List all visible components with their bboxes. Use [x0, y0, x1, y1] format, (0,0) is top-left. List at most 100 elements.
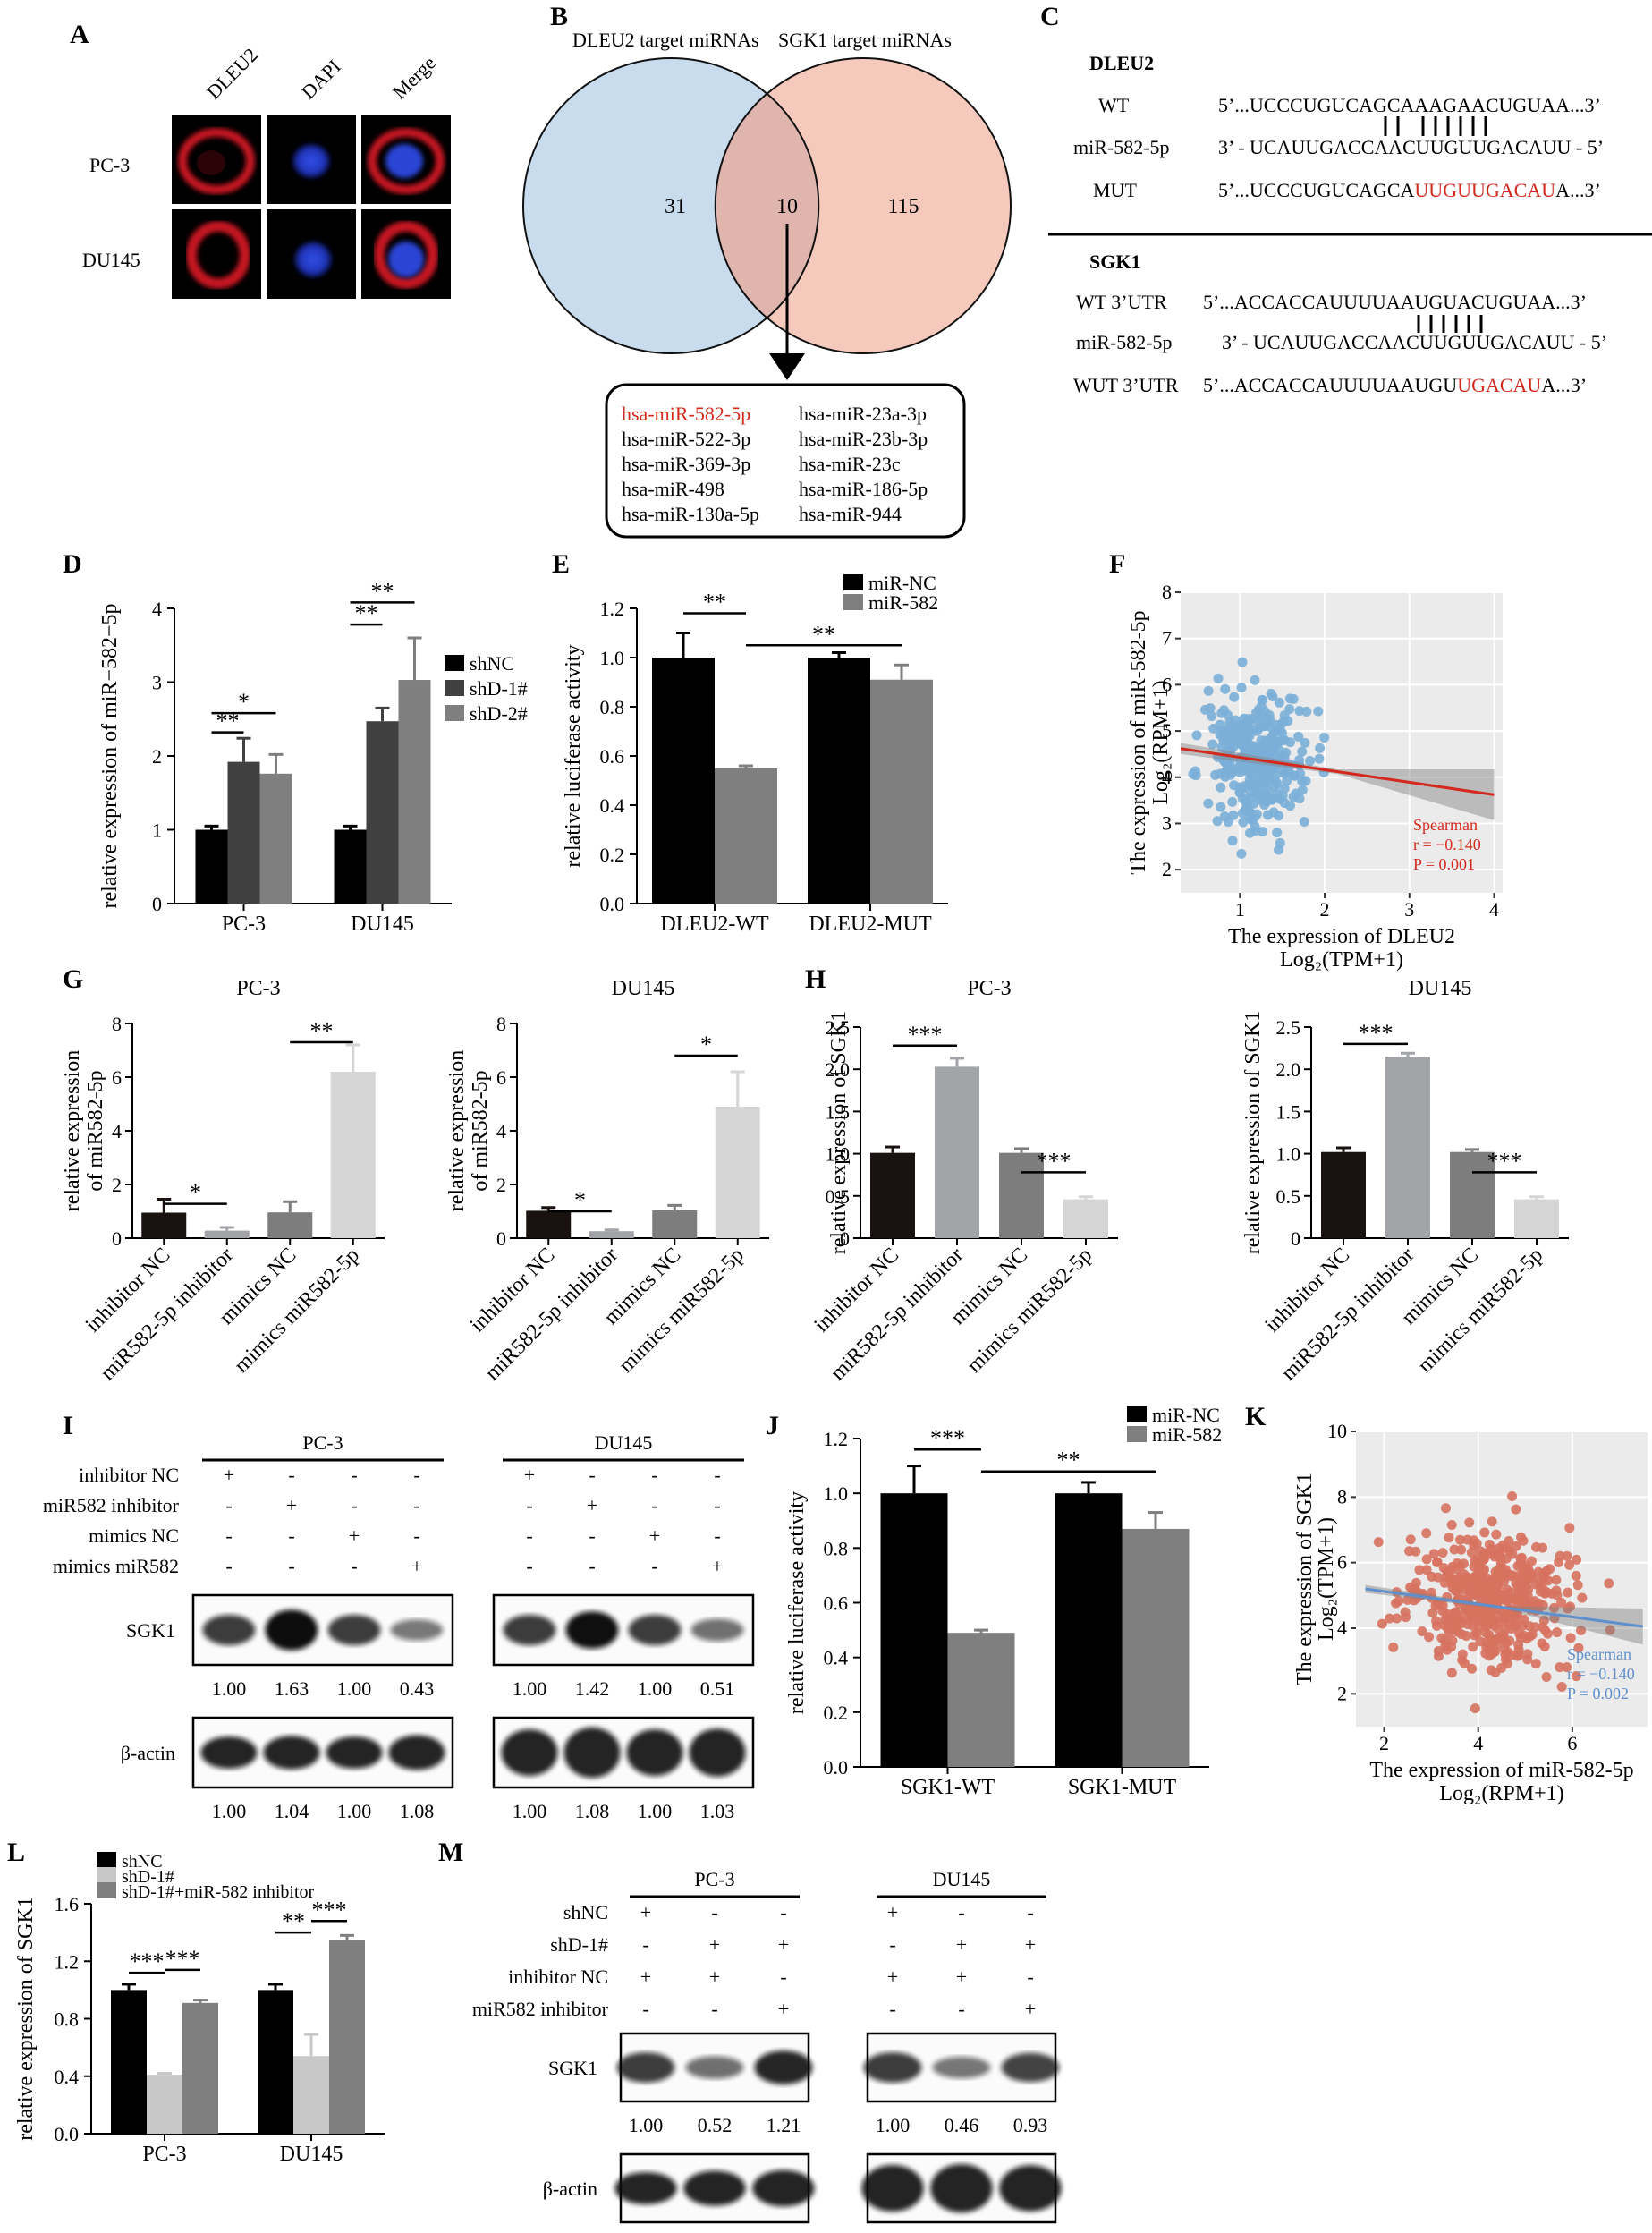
significance-mark: ** — [371, 578, 394, 604]
scatter-point — [1373, 1537, 1384, 1548]
y-axis-label-unit: Log₂(TPM+1) — [1315, 1517, 1338, 1641]
y-tick-label: 0.8 — [55, 2008, 80, 2031]
base-pairing-marks-dleu2 — [1384, 116, 1487, 136]
condition-mark: - — [714, 1524, 720, 1547]
significance-mark: * — [574, 1187, 586, 1213]
legend-label: shD-1# — [470, 677, 528, 700]
scatter-point — [1263, 741, 1274, 751]
bar — [141, 1212, 187, 1238]
blot-band — [563, 1727, 621, 1779]
condition-mark: - — [225, 1494, 232, 1516]
scatter-point — [1247, 780, 1258, 791]
scatter-point — [1451, 1585, 1461, 1596]
x-tick-label: 2 — [1379, 1732, 1389, 1754]
y-axis-label: of miR582-5p — [469, 1070, 492, 1191]
blot-band — [390, 1619, 444, 1641]
scatter-point — [1562, 1550, 1572, 1561]
scatter-point — [1540, 1625, 1551, 1635]
scatter-point — [1267, 691, 1278, 701]
x-tick-label: 6 — [1567, 1732, 1577, 1754]
seq-sgk1-mut: 5’...ACCACCAUUUUAAUGUUGACAUA...3’ — [1203, 374, 1587, 396]
scatter-point — [1504, 1535, 1514, 1546]
scatter-point — [1446, 1519, 1457, 1530]
condition-mark: - — [1027, 1901, 1033, 1923]
scatter-point — [1314, 753, 1325, 764]
band-intensity: 0.93 — [1013, 2114, 1048, 2136]
blot-group-label: DU145 — [933, 1868, 991, 1890]
condition-mark: - — [351, 1555, 357, 1577]
seq-label-dleu2-mir: miR-582-5p — [1073, 136, 1170, 158]
y-tick-label: 4 — [112, 1120, 122, 1142]
scatter-point — [1490, 1646, 1501, 1657]
scatter-point — [1478, 1554, 1489, 1565]
band-label-sgk1: SGK1 — [126, 1619, 175, 1642]
blot-band — [752, 2169, 815, 2207]
condition-mark: - — [889, 1933, 895, 1956]
y-axis-label: relative luciferase activity — [562, 644, 585, 867]
scatter-point — [1275, 745, 1285, 756]
band-intensity: 1.08 — [575, 1800, 610, 1822]
scatter-point — [1452, 1558, 1462, 1568]
scatter-point — [1216, 742, 1227, 752]
legend-label: miR-582 — [1152, 1423, 1222, 1446]
scatter-point — [1410, 1583, 1420, 1594]
condition-mark: - — [958, 1901, 964, 1923]
blot-band — [999, 2165, 1062, 2212]
y-tick-label: 1.2 — [55, 1950, 80, 1973]
condition-label: shNC — [563, 1901, 608, 1923]
condition-mark: + — [709, 1933, 720, 1956]
scatter-point — [1506, 1624, 1517, 1634]
scatter-point — [1564, 1559, 1575, 1570]
scatter-point — [1432, 1557, 1443, 1567]
condition-mark: - — [288, 1555, 294, 1577]
seq-sgk1-wt: 5’...ACCACCAUUUUAAUGUACUGUAA...3’ — [1203, 291, 1587, 313]
scatter-point — [1515, 1553, 1526, 1564]
panel-label-B: B — [550, 2, 568, 31]
scatter-point — [1220, 683, 1231, 694]
bar — [1122, 1528, 1190, 1767]
panel-a: DLEU2 DAPI Merge PC-3 DU145 — [82, 44, 451, 299]
scatter-point — [1384, 1613, 1394, 1624]
scatter-point — [1203, 685, 1214, 696]
blot-band — [614, 2172, 677, 2204]
bar — [880, 1493, 948, 1767]
condition-mark: - — [642, 1933, 648, 1956]
condition-mark: - — [711, 1998, 717, 2020]
y-tick-label: 1.5 — [826, 1100, 851, 1123]
scatter-point — [1250, 773, 1260, 784]
chart-d: 0 1 2 3 4 PC-3 DU145 relative expression of miR… — [98, 578, 528, 936]
panel-label-M: M — [438, 1838, 463, 1867]
condition-mark: + — [1025, 1933, 1036, 1956]
chart-title: DU145 — [612, 977, 675, 1000]
scatter-point — [1484, 1629, 1495, 1640]
scatter-point — [1463, 1592, 1474, 1602]
legend-swatch — [843, 574, 863, 590]
scatter-point — [1469, 1630, 1479, 1641]
mirna-item: hsa-miR-369-3p — [622, 453, 750, 475]
condition-mark: - — [714, 1494, 720, 1516]
scatter-point — [1571, 1570, 1581, 1581]
band-intensity: 1.00 — [337, 1800, 372, 1822]
legend-label: miR-NC — [868, 572, 936, 594]
legend-swatch — [445, 705, 464, 721]
bar — [870, 1152, 915, 1238]
y-tick-label: 1.0 — [824, 1482, 849, 1505]
scatter-point — [1229, 692, 1240, 702]
condition-mark: - — [711, 1901, 717, 1923]
chart-j: 0.0 0.2 0.4 0.6 0.8 1.0 1.2 SGK1-WT SGK1-MUT rela… — [785, 1404, 1222, 1799]
scatter-point — [1431, 1620, 1442, 1631]
significance-mark: * — [190, 1180, 201, 1206]
condition-mark: + — [778, 1933, 789, 1956]
legend-swatch — [97, 1852, 116, 1868]
condition-mark: + — [956, 1966, 967, 1988]
bar — [715, 768, 777, 904]
scatter-point — [1258, 776, 1269, 786]
scatter-point — [1529, 1622, 1540, 1633]
seq-label-sgk1-mir: miR-582-5p — [1076, 331, 1173, 353]
scatter-point — [1472, 1611, 1483, 1622]
mirna-item: hsa-miR-582-5p — [622, 403, 750, 425]
condition-mark: - — [351, 1494, 357, 1516]
condition-mark: + — [349, 1524, 360, 1547]
